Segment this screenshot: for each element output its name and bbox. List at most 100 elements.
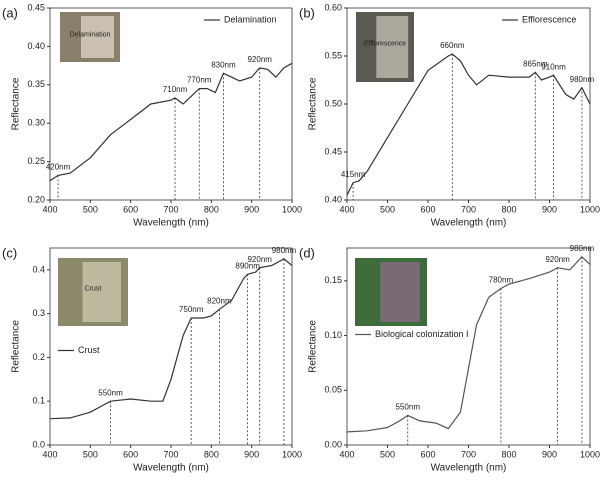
x-tick-label: 1000 [282,204,302,214]
spectrum-line [49,62,293,182]
y-tick-label: 0.30 [27,118,45,128]
peak-label: 865nm [523,59,548,68]
spectrum-line [49,258,293,420]
panel-label: (c) [2,245,17,260]
peak-label: 980nm [272,246,297,255]
peak-label: 750nm [179,305,204,314]
x-axis-label: Wavelength (nm) [133,218,209,229]
x-tick-label: 600 [123,449,138,459]
y-tick-label: 0.40 [324,194,342,204]
spectrum-line [346,255,591,433]
legend-label: Crust [78,345,100,355]
panel-label: (a) [2,5,18,20]
x-tick-label: 400 [42,449,57,459]
y-tick-label: 0.50 [324,98,342,108]
y-axis-label: Reflectance [308,320,319,373]
x-tick-label: 1000 [580,204,600,214]
legend-label: Delamination [224,14,277,24]
peak-label: 890nm [235,261,260,270]
x-tick-label: 900 [244,204,259,214]
spectrum-line [346,53,591,196]
x-tick-label: 700 [461,449,476,459]
inset-photo-area [380,262,420,322]
y-tick-label: 0.55 [324,50,342,60]
peak-label: 820nm [207,296,232,305]
peak-label: 920nm [247,255,272,264]
inset-photo: Delamination [60,12,120,62]
y-tick-label: 0.35 [27,79,45,89]
panel-label: (d) [299,245,315,260]
x-tick-label: 900 [244,449,259,459]
x-tick-label: 800 [501,449,516,459]
x-axis-label: Wavelength (nm) [431,218,507,229]
y-tick-label: 0.3 [32,308,45,318]
x-tick-label: 400 [339,449,354,459]
y-tick-label: 0.1 [32,396,45,406]
inset-photo-area [82,262,121,322]
peak-label: 415nm [341,170,366,179]
peak-label: 550nm [98,388,123,397]
x-tick-label: 500 [380,204,395,214]
y-tick-label: 0.00 [324,439,342,449]
x-tick-label: 500 [380,449,395,459]
inset-label: Delamination [70,31,111,38]
panel-label: (b) [299,5,315,20]
y-tick-label: 0.60 [324,2,342,12]
y-tick-label: 0.20 [27,194,45,204]
inset-label: Crust [85,285,102,292]
x-axis-label: Wavelength (nm) [431,463,507,474]
peak-label: 660nm [440,41,465,50]
x-tick-label: 600 [420,204,435,214]
x-tick-label: 700 [461,204,476,214]
peak-label: 420nm [46,163,71,172]
x-tick-label: 1000 [282,449,302,459]
inset-photo-area [376,16,409,78]
x-tick-label: 800 [204,449,219,459]
peak-label: 550nm [396,403,421,412]
peak-label: 830nm [211,60,236,69]
x-tick-label: 500 [83,449,98,459]
y-tick-label: 0.2 [32,352,45,362]
x-tick-label: 500 [83,204,98,214]
y-tick-label: 0.45 [27,2,45,12]
y-tick-label: 0.4 [32,264,45,274]
x-tick-label: 700 [163,204,178,214]
peak-label: 920nm [247,55,272,64]
inset-photo: Efflorescence [356,12,414,82]
peak-label: 980nm [570,75,595,84]
y-tick-label: 0.45 [324,146,342,156]
x-tick-label: 1000 [580,449,600,459]
x-tick-label: 700 [163,449,178,459]
inset-photo [355,258,427,326]
x-tick-label: 800 [501,204,516,214]
peak-label: 770nm [187,76,212,85]
y-tick-label: 0.25 [27,156,45,166]
x-tick-label: 900 [542,449,557,459]
y-tick-label: 0.0 [32,439,45,449]
y-axis-label: Reflectance [11,320,22,373]
x-tick-label: 400 [339,204,354,214]
x-tick-label: 900 [542,204,557,214]
peak-label: 920nm [545,255,570,264]
x-tick-label: 400 [42,204,57,214]
peak-label: 910nm [541,62,566,71]
peak-label: 780nm [489,276,514,285]
y-axis-label: Reflectance [11,77,22,130]
legend-label: Biological colonization I [375,329,469,339]
y-tick-label: 0.40 [27,41,45,51]
y-tick-label: 0.10 [324,330,342,340]
x-tick-label: 600 [123,204,138,214]
legend-label: Efflorescence [522,14,576,24]
x-axis-label: Wavelength (nm) [133,463,209,474]
inset-label: Efflorescence [364,40,406,47]
peak-label: 980nm [570,244,595,253]
x-tick-label: 600 [420,449,435,459]
y-axis-label: Reflectance [308,77,319,130]
inset-photo-area [81,16,114,58]
x-tick-label: 800 [204,204,219,214]
y-tick-label: 0.15 [324,275,342,285]
inset-photo: Crust [58,258,128,326]
peak-label: 710nm [163,85,188,94]
y-tick-label: 0.05 [324,385,342,395]
